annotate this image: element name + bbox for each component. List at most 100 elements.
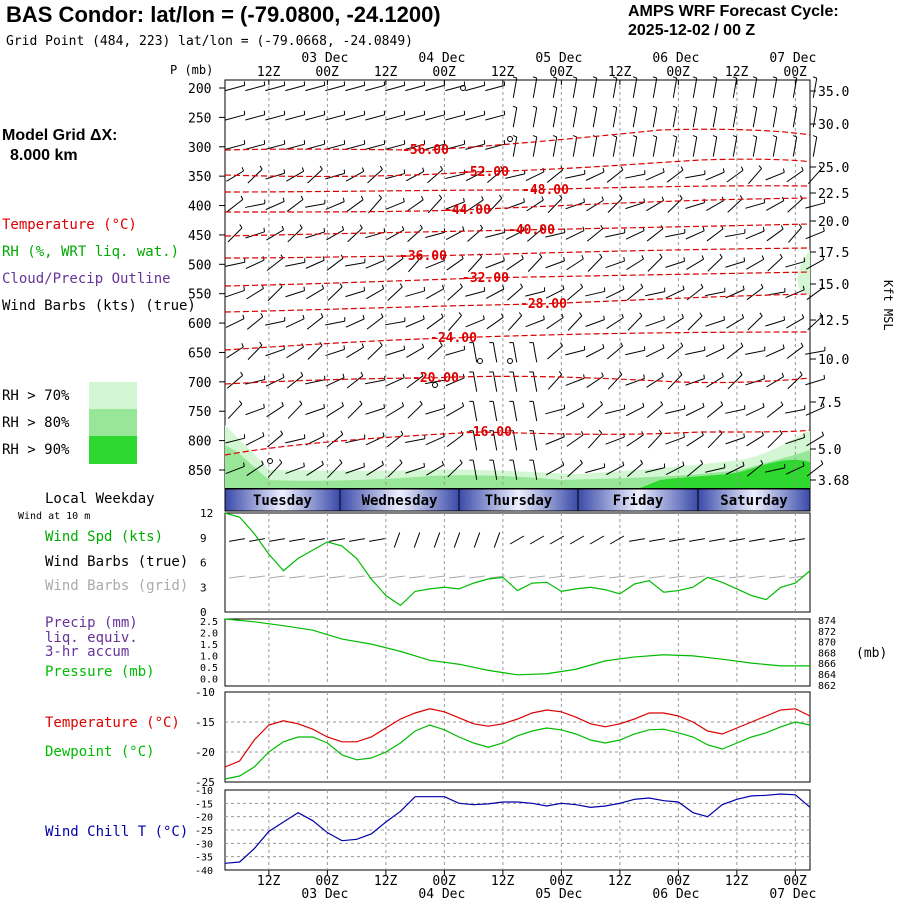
wind-barb-flag [812, 105, 817, 109]
wind-barb [565, 406, 585, 417]
wind-barb [585, 319, 605, 327]
grid-wind-barb [248, 575, 266, 579]
wind-barb-flag [503, 256, 505, 261]
isotherm-label: -24.00 [430, 331, 477, 346]
rh-legend-70-label: RH > 70% [2, 388, 70, 404]
wind-barb-flag [340, 254, 344, 259]
forecast-cycle-label: AMPS WRF Forecast Cycle: [628, 3, 839, 20]
wind-barb [806, 287, 824, 300]
rh-80-region [225, 445, 810, 488]
grid-wind-barb [368, 575, 386, 579]
wind-barb-flag [822, 403, 825, 408]
wind-barb-flag [419, 400, 423, 405]
wind-barb-flag [512, 76, 517, 79]
true-wind-barb [309, 538, 325, 542]
wind-barb-flag [263, 403, 265, 408]
wind-barb-flag [621, 313, 624, 318]
wind-barb [286, 346, 304, 359]
chill-y-tick-label: -40 [195, 866, 213, 877]
wind-barb [385, 377, 405, 387]
true-wind-barb [749, 538, 765, 542]
wind-barb [285, 143, 305, 150]
height-tick-label: 15.0 [818, 278, 849, 293]
calm-wind-circle [507, 358, 513, 364]
wind-barb-flag [779, 429, 783, 434]
wind-barb-flag [720, 401, 724, 406]
wind-barb [746, 287, 764, 301]
wind-barb [806, 463, 824, 477]
top-time-tick-label: 12Z [725, 65, 749, 80]
wind-barb-flag [661, 372, 664, 377]
wind-barb-flag [303, 462, 305, 467]
wind-barb-flag [462, 226, 465, 231]
wind-barb [325, 348, 345, 357]
wind-barb-flag [382, 256, 385, 261]
wind-barb [712, 136, 718, 157]
bottom-time-tick-label: 00Z [432, 874, 456, 889]
wind-barb [267, 462, 283, 478]
wind-barb-flag [640, 283, 644, 288]
wind-barb-flag [779, 253, 783, 258]
wind-barb [585, 347, 605, 358]
wind-barb-flag [422, 167, 425, 172]
wind-barb [645, 467, 665, 473]
wind-barb-flag [259, 165, 263, 170]
rh-legend-80-label: RH > 80% [2, 415, 70, 431]
wind-barb-flag [262, 432, 265, 437]
wind-barb [265, 114, 285, 121]
wind-barb [325, 201, 345, 210]
wind-barb [805, 230, 825, 240]
grid-wind-barb [408, 575, 426, 579]
wind-barb-flag [259, 341, 263, 346]
wind-barb-flag [552, 105, 557, 109]
weekday-label: Tuesday [253, 493, 313, 509]
pressure-tick-label: 850 [188, 464, 211, 479]
wind-series-label: Wind Barbs (true) [45, 554, 188, 570]
pressure-series-label: 3-hr accum [45, 644, 129, 660]
top-time-tick-label: 00Z [315, 65, 339, 80]
wind-barb [325, 143, 345, 150]
wind-barb [686, 258, 704, 270]
local-weekday-label: Local Weekday [45, 491, 155, 507]
wind-barb-flag [512, 105, 517, 109]
wind-barb [632, 78, 638, 98]
pressure-tick-label: 450 [188, 229, 211, 244]
wind-barb-flag [600, 400, 603, 405]
wind-barb [592, 78, 598, 98]
grid-point-subtitle: Grid Point (484, 223) lat/lon = (-79.066… [6, 34, 413, 49]
wind-barb-flag [581, 431, 584, 436]
top-time-tick-label: 00Z [783, 65, 807, 80]
wind-barb-flag [821, 255, 825, 260]
wind-barb [545, 232, 565, 238]
wind-barb [226, 198, 244, 213]
wind-barb-flag [700, 459, 704, 464]
wind-barb [752, 78, 758, 98]
wind-barb-flag [323, 227, 326, 233]
pressure-y-tick-label: 862 [818, 681, 836, 692]
wind-barb [745, 378, 765, 386]
true-wind-barb [329, 538, 345, 542]
wind-barb-flag [458, 312, 462, 316]
wind-y-tick-label: 3 [200, 581, 207, 594]
wind-barb-flag [818, 165, 823, 170]
wind-barb [512, 107, 518, 128]
wind-barb-flag [602, 343, 605, 349]
wind-barb-flag [561, 313, 564, 318]
top-date-label: 06 Dec [652, 51, 699, 66]
bottom-time-tick-label: 00Z [549, 874, 573, 889]
wind-barb [765, 347, 785, 357]
weekday-label: Wednesday [362, 493, 438, 509]
wind-barb [706, 376, 724, 388]
wind-barb [407, 227, 423, 242]
wind-barb-flag [541, 196, 544, 201]
wind-barb [532, 401, 538, 422]
wind-barb [607, 198, 623, 213]
wind-barb-flag [742, 461, 745, 466]
wind-barb [525, 171, 545, 181]
wind-barb-flag [539, 253, 543, 258]
wind-barb-flag [692, 76, 697, 79]
wind-barb [605, 464, 625, 476]
wind-barb-flag [619, 371, 623, 375]
top-time-tick-label: 12Z [608, 65, 632, 80]
wind-barb [692, 78, 698, 98]
